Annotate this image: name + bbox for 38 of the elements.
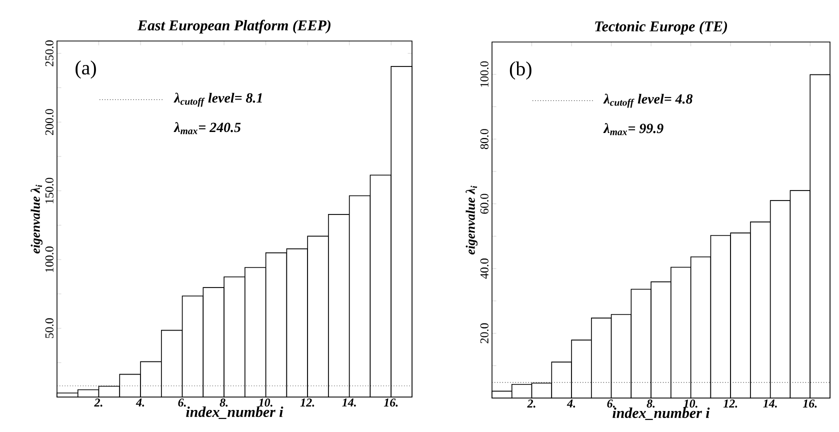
annotation: λ$_{max}$= 99.9 — [603, 123, 664, 136]
x-tick-label: 14. — [342, 398, 356, 407]
y-tick-label: 100.0 — [45, 246, 54, 272]
y-axis-title: eigenvalue λ$_{i}$ — [466, 186, 478, 254]
x-tick-label: 8. — [220, 398, 228, 407]
y-tick-label: 60.0 — [480, 194, 488, 214]
x-tick-label: 2. — [94, 398, 102, 407]
x-tick-label: 2. — [527, 400, 536, 408]
y-tick-label: 50.0 — [45, 318, 54, 338]
chart-title: Tectonic Europe (TE) — [595, 20, 728, 34]
y-tick-label: 80.0 — [480, 129, 488, 150]
x-tick-label: 6. — [178, 398, 186, 407]
x-tick-label: 6. — [607, 400, 615, 408]
y-tick-label: 40.0 — [480, 258, 488, 279]
x-tick-label: 12. — [300, 398, 314, 407]
x-tick-label: 8. — [646, 400, 655, 408]
x-tick-label: 16. — [802, 400, 817, 408]
x-tick-label: 10. — [258, 398, 272, 407]
y-tick-label: 100.0 — [480, 61, 488, 87]
x-tick-label: 14. — [763, 400, 777, 408]
x-tick-label: 10. — [684, 400, 698, 408]
y-tick-label: 250.0 — [45, 40, 54, 66]
annotation: λ$_{max}$= 240.5 — [174, 122, 241, 134]
chart-title: East European Platform (EEP) — [137, 20, 330, 34]
x-tick-label: 16. — [384, 398, 398, 407]
y-tick-label: 200.0 — [45, 109, 54, 136]
y-axis-title: eigenvalue λ$_{i}$ — [30, 184, 42, 254]
annotation: (b) — [510, 62, 532, 80]
legend-label: λ$_{cutoff}$ level= 4.8 — [603, 94, 693, 108]
legend-label: λ$_{cutoff}$ level= 8.1 — [174, 92, 262, 107]
x-tick-label: 12. — [723, 400, 738, 408]
y-tick-label: 150.0 — [45, 178, 54, 204]
annotation: (a) — [76, 60, 96, 79]
y-tick-label: 20.0 — [480, 323, 488, 344]
x-axis-title: index_number i — [612, 408, 710, 420]
x-tick-label: 4. — [566, 400, 576, 408]
x-tick-label: 4. — [136, 398, 144, 407]
x-axis-title: index_number i — [186, 406, 284, 419]
